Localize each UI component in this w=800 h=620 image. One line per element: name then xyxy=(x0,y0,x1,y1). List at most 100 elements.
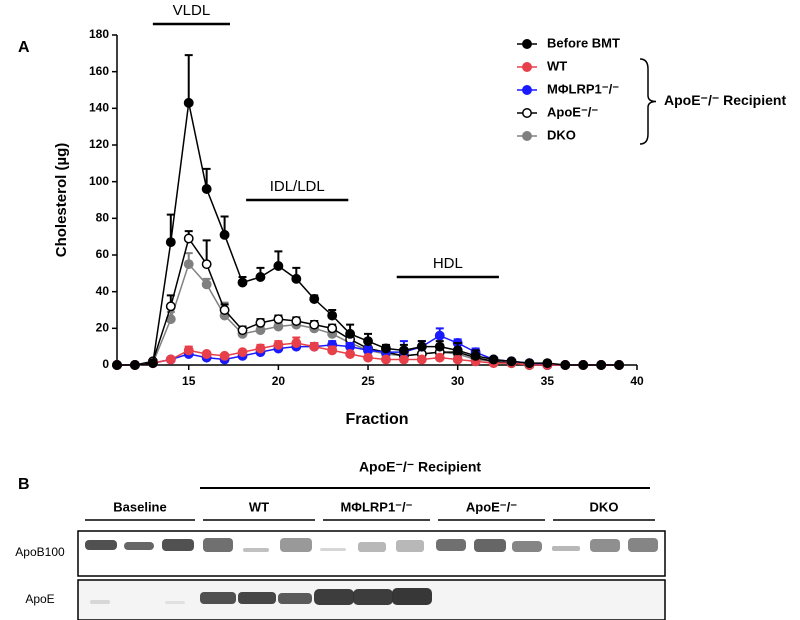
data-point xyxy=(291,273,302,284)
data-point xyxy=(416,341,427,352)
data-point xyxy=(363,352,373,363)
data-point xyxy=(345,349,356,359)
series-line xyxy=(117,102,620,366)
data-point xyxy=(273,261,284,271)
data-point xyxy=(560,360,571,370)
data-point xyxy=(165,354,176,365)
data-point xyxy=(596,360,607,370)
data-point xyxy=(452,345,463,356)
y-tick-label: 80 xyxy=(96,211,110,225)
data-point xyxy=(183,345,194,356)
error-bar xyxy=(184,54,193,103)
data-point xyxy=(398,354,409,365)
y-tick-label: 20 xyxy=(96,321,110,335)
x-axis-label: Fraction xyxy=(345,411,408,428)
data-point xyxy=(183,97,194,108)
y-tick-label: 140 xyxy=(89,101,109,115)
x-tick-label: 25 xyxy=(361,374,375,388)
data-point xyxy=(201,184,212,194)
legend-label: MΦLRP1⁻/⁻ xyxy=(547,81,619,96)
x-tick-label: 15 xyxy=(182,374,196,388)
data-point xyxy=(309,341,320,352)
data-point xyxy=(470,350,481,361)
data-point xyxy=(381,343,391,354)
x-tick-label: 35 xyxy=(541,374,555,388)
data-point xyxy=(219,305,230,315)
data-point xyxy=(327,323,338,334)
data-point xyxy=(488,354,499,365)
data-point xyxy=(381,354,391,365)
data-point xyxy=(291,338,302,348)
blot-image xyxy=(77,530,666,620)
y-axis-label: Cholesterol (µg) xyxy=(53,143,70,257)
data-point xyxy=(363,336,373,347)
y-tick-label: 160 xyxy=(89,64,109,78)
legend-label: Before BMT xyxy=(547,35,620,50)
panel-label: A xyxy=(18,39,30,56)
legend-marker xyxy=(522,62,532,72)
data-point xyxy=(255,343,266,354)
data-point xyxy=(309,319,320,330)
legend-marker xyxy=(522,39,532,49)
data-point xyxy=(345,328,356,339)
data-point xyxy=(219,229,230,240)
data-point xyxy=(129,360,140,370)
legend-marker xyxy=(522,131,532,141)
data-point xyxy=(416,354,427,365)
data-point xyxy=(578,360,589,370)
data-point xyxy=(201,279,212,290)
x-tick-label: 30 xyxy=(451,374,465,388)
legend-label: DKO xyxy=(547,127,576,142)
group-label: ApoE⁻/⁻ Recipient xyxy=(359,459,481,475)
legend-marker xyxy=(522,85,532,95)
y-tick-label: 100 xyxy=(89,174,109,188)
annotation-label: VLDL xyxy=(173,2,211,19)
data-point xyxy=(434,341,445,352)
annotation-label: IDL/LDL xyxy=(270,178,325,195)
data-point xyxy=(506,356,517,367)
x-tick-label: 20 xyxy=(272,374,286,388)
data-point xyxy=(542,358,553,369)
data-point xyxy=(273,339,284,350)
data-point xyxy=(201,349,212,359)
data-point xyxy=(147,358,158,369)
y-tick-label: 120 xyxy=(89,137,109,151)
data-point xyxy=(165,237,176,248)
data-point xyxy=(291,316,302,326)
group-label: MΦLRP1⁻/⁻ xyxy=(340,499,412,514)
legend-brace xyxy=(639,58,657,145)
data-point xyxy=(309,294,320,304)
legend-marker xyxy=(522,108,532,118)
group-label: Baseline xyxy=(113,499,166,514)
data-point xyxy=(434,352,445,363)
legend-group-label: ApoE⁻/⁻ Recipient xyxy=(664,92,786,108)
panel-label: B xyxy=(18,476,30,493)
y-tick-label: 60 xyxy=(96,247,110,261)
data-point xyxy=(219,350,230,361)
data-point xyxy=(614,360,625,370)
y-tick-label: 0 xyxy=(102,357,109,371)
data-point xyxy=(183,259,194,270)
row-label: ApoE xyxy=(25,592,54,606)
y-tick-label: 180 xyxy=(89,27,109,41)
group-label: DKO xyxy=(590,499,619,514)
data-point xyxy=(327,345,338,356)
group-label: WT xyxy=(249,499,269,514)
group-label: ApoE⁻/⁻ xyxy=(466,499,517,514)
data-point xyxy=(273,314,284,325)
data-point xyxy=(112,360,122,370)
data-point xyxy=(165,301,176,312)
row-label: ApoB100 xyxy=(15,545,65,559)
data-point xyxy=(237,325,248,336)
data-point xyxy=(255,317,266,328)
data-point xyxy=(237,347,248,358)
data-point xyxy=(201,259,212,270)
legend-label: ApoE⁻/⁻ xyxy=(547,104,598,119)
annotation-label: HDL xyxy=(433,255,463,272)
data-point xyxy=(434,330,445,341)
x-tick-label: 40 xyxy=(630,374,644,388)
data-point xyxy=(255,272,266,282)
legend-label: WT xyxy=(547,58,567,73)
data-point xyxy=(452,354,463,365)
